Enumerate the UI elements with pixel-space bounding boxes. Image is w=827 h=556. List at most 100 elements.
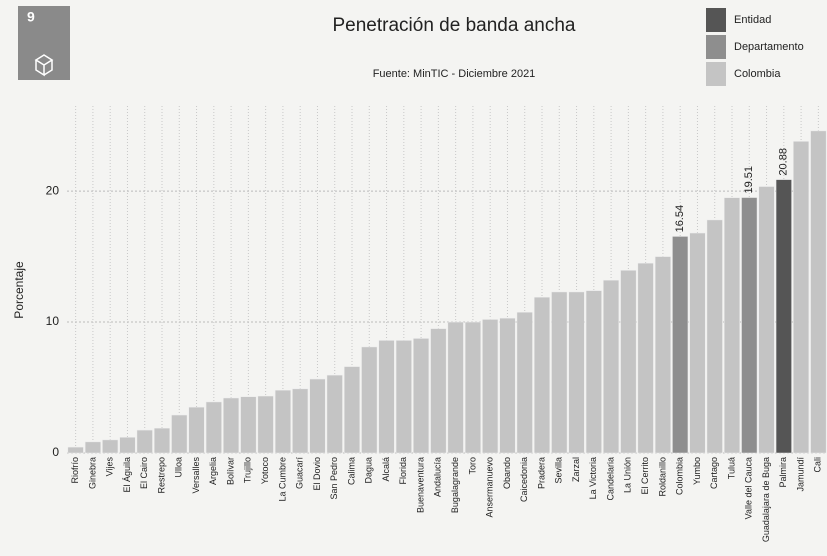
legend-swatch (706, 62, 726, 86)
bar (775, 179, 792, 454)
x-tick-label: Toro (467, 457, 477, 475)
bar (758, 186, 775, 454)
legend-label: Departamento (734, 41, 804, 53)
bar (723, 197, 741, 454)
x-tick-label: Buenaventura (415, 457, 425, 513)
x-tick-label: Alcalá (381, 457, 391, 482)
y-axis-label: Porcentaje (12, 261, 26, 319)
x-tick-label: Yotoco (260, 457, 270, 484)
x-tick-label: Roldanillo (657, 457, 667, 497)
bar (274, 389, 291, 454)
chart-subtitle: Fuente: MinTIC - Diciembre 2021 (373, 68, 536, 80)
x-tick-label: Jamundí (795, 457, 805, 492)
bar (67, 446, 84, 454)
bar (447, 321, 464, 454)
y-tick-label: 20 (46, 183, 60, 197)
x-tick-label: Zarzal (571, 457, 581, 482)
y-tick-label: 0 (52, 445, 59, 459)
bar (257, 395, 274, 454)
x-tick-label: Trujillo (243, 457, 253, 483)
bar (153, 427, 171, 454)
bar (689, 232, 706, 454)
x-tick-label: Yumbo (692, 457, 702, 485)
x-tick-label: Bugalagrande (450, 457, 460, 513)
x-tick-label: La Unión (623, 457, 633, 493)
bar (810, 130, 827, 454)
bar (430, 328, 447, 454)
logo-number: 9 (27, 9, 35, 25)
bar (516, 311, 533, 454)
bar (343, 366, 361, 454)
legend-swatch (706, 8, 726, 32)
bar (413, 338, 430, 454)
bar (136, 429, 153, 454)
bar (223, 397, 240, 454)
value-label: 16.54 (674, 205, 686, 233)
bar (568, 291, 585, 454)
bar (292, 388, 309, 454)
legend-swatch (706, 35, 726, 59)
bar (585, 290, 602, 454)
x-tick-label: Pradera (536, 457, 546, 489)
bar (84, 441, 101, 454)
x-tick-label: Guadalajara de Buga (761, 457, 771, 542)
bar (706, 219, 723, 454)
x-tick-label: Ansermanuevo (485, 457, 495, 518)
x-tick-label: Ulloa (174, 457, 184, 478)
bar (326, 374, 343, 454)
x-tick-label: Restrepo (156, 457, 166, 494)
bar (637, 262, 654, 454)
bar (499, 317, 516, 454)
x-tick-label: Vijes (105, 457, 115, 477)
legend-label: Entidad (734, 14, 771, 26)
value-label: 19.51 (743, 166, 755, 194)
x-tick-label: Guacarí (295, 457, 305, 490)
bar (741, 197, 758, 454)
bar (620, 270, 637, 454)
bar (102, 439, 119, 454)
x-tick-label: Candelaria (605, 457, 615, 501)
bar (361, 346, 378, 454)
chart-title: Penetración de banda ancha (333, 15, 576, 36)
x-tick-label: Tuluá (726, 457, 736, 479)
x-tick-label: Versalles (191, 457, 201, 494)
bar (119, 437, 136, 454)
x-tick-label: Caicedonia (519, 457, 529, 502)
x-tick-label: Obando (502, 457, 512, 489)
bar (188, 406, 205, 454)
x-tick-label: La Victoria (588, 457, 598, 499)
x-tick-label: Palmira (778, 457, 788, 488)
x-tick-label: El Cairo (139, 457, 149, 489)
x-tick-label: Colombia (675, 457, 685, 495)
value-label: 20.88 (778, 148, 790, 176)
bar (309, 378, 326, 454)
legend-label: Colombia (734, 68, 781, 80)
x-tick-label: El Dovio (312, 457, 322, 491)
x-tick-label: El Águila (122, 457, 132, 493)
x-tick-label: Cali (813, 457, 823, 473)
x-tick-label: Andalucía (433, 457, 443, 497)
bar (464, 321, 481, 454)
bar (551, 291, 568, 454)
x-tick-label: Bolívar (225, 457, 235, 485)
x-tick-label: Calima (346, 457, 356, 485)
bar (654, 256, 671, 454)
bar (378, 340, 395, 454)
x-tick-label: El Cerrito (640, 457, 650, 495)
x-tick-label: Dagua (364, 457, 374, 484)
logo-icon (34, 54, 54, 77)
bar (240, 396, 257, 454)
x-tick-label: Valle del Cauca (744, 457, 754, 519)
bar (603, 279, 620, 454)
x-tick-label: Argelia (208, 457, 218, 485)
x-tick-label: Cartago (709, 457, 719, 489)
bar (205, 401, 222, 454)
x-tick-label: San Pedro (329, 457, 339, 500)
y-tick-label: 10 (46, 314, 60, 328)
bar (482, 319, 499, 454)
bar (171, 414, 188, 454)
bar (793, 141, 810, 454)
x-tick-label: Riofrío (70, 457, 80, 484)
bar (672, 236, 689, 454)
